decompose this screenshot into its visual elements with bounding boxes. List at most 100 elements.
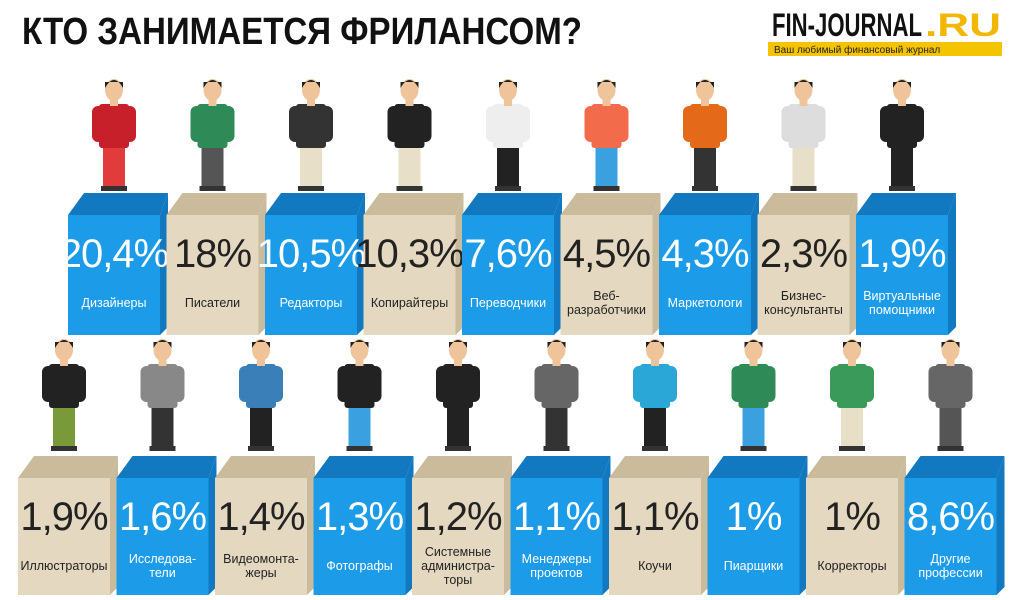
box-roof	[412, 456, 512, 478]
person-legs	[841, 404, 863, 448]
profession-label: помощники	[869, 303, 935, 317]
profession-label: Пиарщики	[724, 559, 784, 573]
title: КТО ЗАНИМАЕТСЯ ФРИЛАНСОМ?	[22, 11, 582, 53]
person-neck	[651, 358, 659, 366]
percent: 1,3%	[316, 495, 404, 539]
person-head	[203, 79, 222, 101]
person-shoes	[199, 186, 226, 191]
person-legs	[694, 144, 716, 188]
person-shoes	[101, 186, 127, 191]
person-hair	[400, 80, 419, 88]
tagline: Ваш любимый финансовый журнал	[774, 44, 940, 56]
box-front	[313, 478, 406, 595]
person-body	[344, 364, 375, 408]
person-legs	[939, 404, 962, 448]
box-side	[948, 193, 956, 335]
person-neck	[602, 98, 611, 106]
percent: 1,2%	[414, 495, 502, 539]
person-body	[147, 364, 178, 408]
profession-label: Маркетологи	[668, 296, 743, 310]
person-neck	[307, 98, 315, 106]
person-shoes	[692, 186, 718, 191]
profession-label: жеры	[245, 566, 276, 580]
box-front	[904, 478, 997, 595]
profession-label: Фотографы	[326, 559, 392, 573]
profession-label: Копирайтеры	[371, 296, 448, 310]
person-legs	[792, 144, 815, 188]
box-roof	[18, 456, 118, 478]
profession-label: Бизнес-	[781, 289, 826, 303]
box-roof	[313, 456, 414, 478]
box-front	[707, 478, 800, 595]
person-neck	[799, 98, 808, 106]
person-shoes	[346, 446, 373, 451]
box-side	[602, 456, 611, 595]
person-body	[296, 104, 326, 148]
person-body	[935, 364, 966, 408]
person-hair	[547, 340, 566, 348]
box-side	[504, 456, 512, 595]
person-head	[105, 79, 123, 101]
person-body	[837, 364, 867, 408]
box-front	[265, 215, 357, 335]
person-neck	[257, 358, 265, 366]
person-hair	[153, 340, 172, 348]
box-roof	[462, 193, 562, 215]
person-shoes	[937, 446, 964, 451]
person-hair	[646, 340, 664, 348]
person-head	[646, 339, 664, 361]
profession-label: профессии	[918, 566, 982, 580]
box-side	[652, 193, 661, 335]
person-hair	[597, 80, 616, 88]
tagline-bar	[768, 42, 1002, 56]
person-body	[887, 104, 917, 148]
person-legs	[348, 404, 371, 448]
person-shoes	[740, 446, 767, 451]
person-head	[153, 339, 172, 361]
person-neck	[946, 358, 955, 366]
profession-label: администра-	[421, 559, 495, 573]
box-front	[18, 478, 110, 595]
percent: 1%	[824, 495, 880, 539]
box-roof	[215, 456, 315, 478]
percent: 1,1%	[513, 495, 601, 539]
person-hair	[350, 340, 369, 348]
person-body	[443, 364, 473, 408]
person-neck	[355, 358, 364, 366]
person-head	[941, 339, 960, 361]
person-neck	[749, 358, 758, 366]
profession-label: Коучи	[638, 559, 672, 573]
person-legs	[250, 404, 272, 448]
person-hair	[744, 340, 763, 348]
profession-label: Виртуальные	[863, 289, 941, 303]
box-side	[405, 456, 414, 595]
person-hair	[302, 80, 320, 88]
person-hair	[105, 80, 123, 88]
person-hair	[794, 80, 813, 88]
box-roof	[68, 193, 168, 215]
box-side	[701, 456, 709, 595]
brand: FIN-JOURNAL	[772, 7, 922, 43]
person-shoes	[839, 446, 865, 451]
profession-label: Системные	[425, 545, 491, 559]
person-hair	[696, 80, 714, 88]
person-hair	[252, 340, 270, 348]
person-legs	[595, 144, 618, 188]
box-front	[757, 215, 850, 335]
person-shoes	[445, 446, 471, 451]
profession-label: Видеомонта-	[223, 552, 299, 566]
person-head	[302, 79, 320, 101]
person-legs	[447, 404, 469, 448]
box-side	[751, 193, 759, 335]
box-roof	[707, 456, 808, 478]
person-head	[252, 339, 270, 361]
box-front	[412, 478, 504, 595]
box-roof	[265, 193, 365, 215]
person-legs	[103, 144, 125, 188]
box-roof	[363, 193, 464, 215]
person-body	[640, 364, 670, 408]
percent: 18%	[174, 232, 251, 276]
box-front	[116, 478, 209, 595]
box-side	[258, 193, 267, 335]
